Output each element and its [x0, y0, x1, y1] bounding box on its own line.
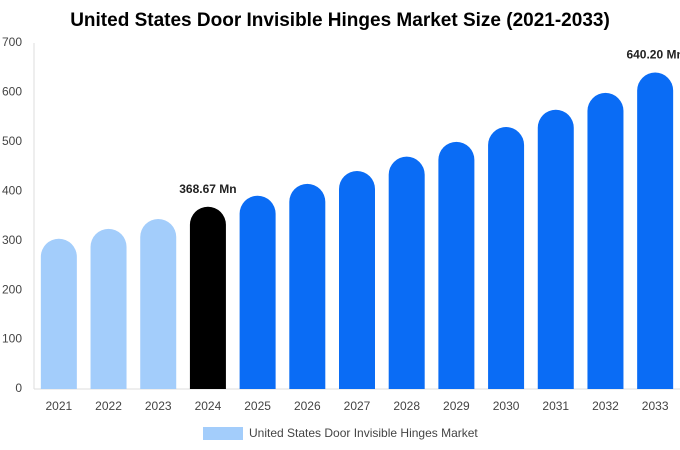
chart-title: United States Door Invisible Hinges Mark…	[70, 10, 610, 31]
bar	[488, 127, 525, 390]
y-tick-label: 600	[2, 85, 22, 99]
value-label: 640.20 Mn	[626, 48, 680, 62]
bar	[289, 183, 326, 389]
y-tick-label: 300	[2, 233, 22, 247]
bar	[40, 238, 77, 389]
legend-label: United States Door Invisible Hinges Mark…	[249, 426, 478, 440]
x-tick-label: 2029	[443, 399, 470, 413]
bar	[189, 206, 226, 389]
y-tick-label: 700	[2, 35, 22, 49]
legend-swatch	[203, 427, 243, 440]
y-tick-label: 200	[2, 282, 22, 296]
x-tick-label: 2021	[45, 399, 72, 413]
y-tick-label: 0	[15, 381, 22, 395]
bar	[637, 72, 674, 389]
bar	[587, 92, 624, 390]
x-tick-label: 2031	[542, 399, 569, 413]
y-tick-label: 500	[2, 134, 22, 148]
bar	[537, 109, 574, 389]
x-tick-label: 2027	[344, 399, 371, 413]
y-tick-label: 100	[2, 332, 22, 346]
bar	[140, 218, 177, 389]
bar	[438, 141, 475, 389]
value-label: 368.67 Mn	[179, 182, 236, 196]
bar	[388, 156, 425, 389]
x-tick-label: 2033	[642, 399, 669, 413]
bar	[339, 171, 375, 389]
y-tick-label: 400	[2, 183, 22, 197]
x-tick-label: 2028	[393, 399, 420, 413]
bar	[239, 195, 276, 389]
x-tick-label: 2024	[195, 399, 222, 413]
x-tick-label: 2032	[592, 399, 619, 413]
x-tick-label: 2023	[145, 399, 172, 413]
x-tick-label: 2022	[95, 399, 122, 413]
x-tick-label: 2026	[294, 399, 321, 413]
x-tick-label: 2025	[244, 399, 271, 413]
x-tick-label: 2030	[493, 399, 520, 413]
bar	[90, 228, 127, 389]
